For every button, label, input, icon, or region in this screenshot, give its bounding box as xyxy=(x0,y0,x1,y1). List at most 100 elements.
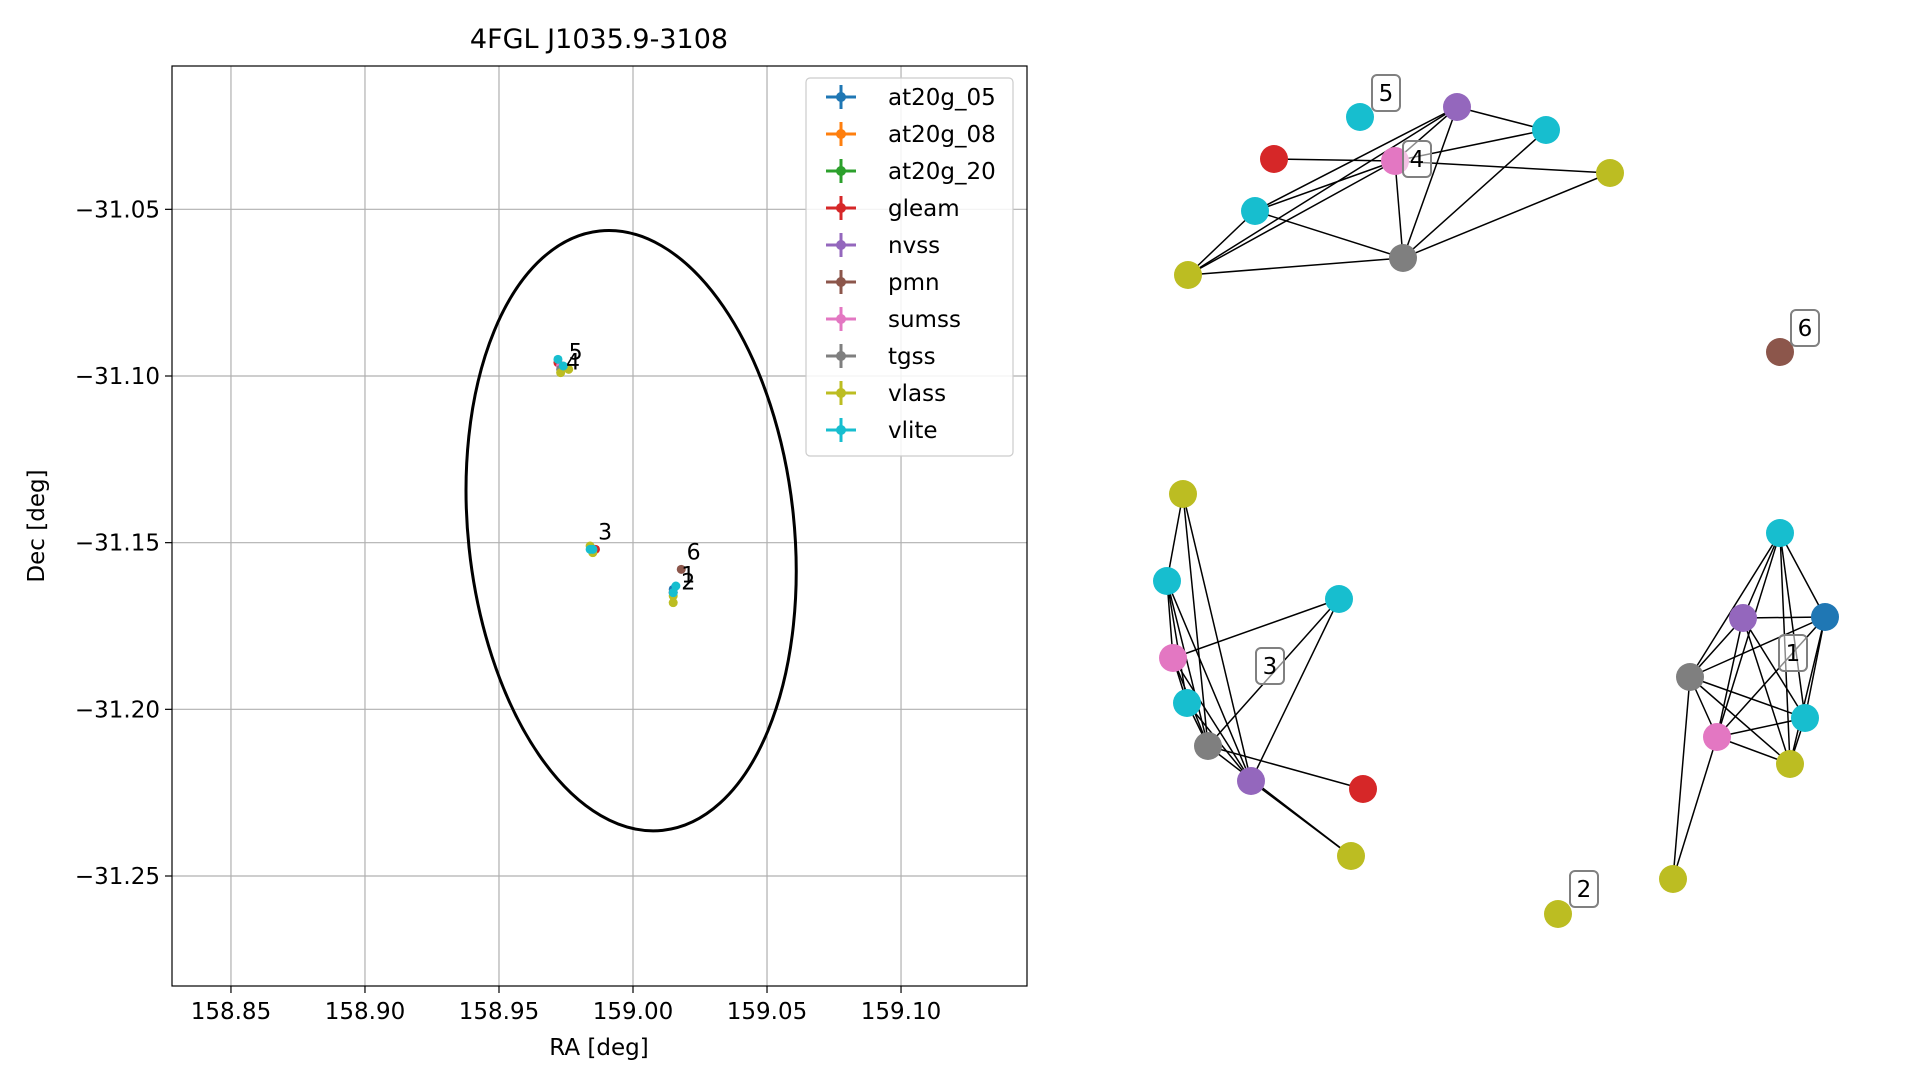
network-edge xyxy=(1779,532,1806,719)
network-group-labels: 5 4 6 3 1 2 xyxy=(1255,74,1820,908)
vlite-node xyxy=(1346,103,1374,131)
legend-label: at20g_05 xyxy=(888,85,996,111)
network-edge xyxy=(1742,617,1791,765)
legend-label: sumss xyxy=(888,307,961,333)
vlite-node xyxy=(1325,585,1353,613)
legend-label: nvss xyxy=(888,233,940,259)
scatter-panel: 54 3 612 158.85 158.90 158.95 159.00 159.05 159… xyxy=(24,24,1028,1061)
nvss-node xyxy=(1729,604,1757,632)
vlass-node xyxy=(1169,480,1197,508)
group-label-text: 5 xyxy=(1379,81,1394,107)
network-edge xyxy=(1172,598,1340,659)
group-label-text: 4 xyxy=(1410,147,1425,173)
x-axis-label: RA [deg] xyxy=(549,1035,648,1061)
vlass-node xyxy=(1337,842,1365,870)
gleam-node xyxy=(1349,775,1377,803)
y-tick-label: −31.20 xyxy=(75,697,160,723)
network-edge xyxy=(1187,210,1256,276)
network-edge xyxy=(1742,617,1806,719)
network-edge xyxy=(1742,532,1781,619)
legend-label: at20g_20 xyxy=(888,159,996,185)
legend-label: gleam xyxy=(888,196,960,222)
group-label-box xyxy=(1778,634,1808,672)
vlite-point xyxy=(668,588,678,598)
network-edge xyxy=(1402,172,1611,259)
x-tick-label: 158.95 xyxy=(459,999,539,1025)
legend-item-vlite: vlite xyxy=(826,418,938,444)
group-label-text: 3 xyxy=(1263,654,1278,680)
x-tick-label: 159.10 xyxy=(861,999,941,1025)
plot-frame xyxy=(171,65,1028,987)
network-edge xyxy=(1672,736,1718,880)
legend-marker-dot xyxy=(836,388,846,398)
legend-item-at20g_05: at20g_05 xyxy=(826,85,996,111)
y-axis-label: Dec [deg] xyxy=(24,469,50,582)
network-edge xyxy=(1689,676,1791,765)
legend-item-pmn: pmn xyxy=(826,270,940,296)
legend-item-vlass: vlass xyxy=(826,381,946,407)
chart-title: 4FGL J1035.9-3108 xyxy=(470,24,728,55)
legend-item-at20g_20: at20g_20 xyxy=(826,159,996,185)
group-label-text: 2 xyxy=(1577,877,1592,903)
vlite-node xyxy=(1766,519,1794,547)
network-edge xyxy=(1789,616,1826,765)
pmn-point xyxy=(676,564,686,574)
legend-item-tgss: tgss xyxy=(826,344,936,370)
network-edge xyxy=(1207,745,1364,790)
network-edge xyxy=(1166,580,1188,704)
legend-marker-dot xyxy=(836,92,846,102)
group-label-text: 6 xyxy=(1798,316,1813,342)
network-edge xyxy=(1187,106,1458,276)
x-ticks: 158.85 158.90 158.95 159.00 159.05 159.10 xyxy=(191,986,941,1025)
network-edge xyxy=(1672,676,1691,880)
network-edge xyxy=(1182,493,1252,782)
localization-ellipse xyxy=(464,229,798,833)
group-label-6: 6 xyxy=(1790,309,1820,347)
annotations: 54 3 612 xyxy=(566,340,701,595)
legend-marker-dot xyxy=(836,129,846,139)
nvss-node xyxy=(1443,93,1471,121)
network-edge xyxy=(1166,580,1209,747)
network-edge xyxy=(1254,106,1458,212)
vlass-node xyxy=(1659,865,1687,893)
legend-label: tgss xyxy=(888,344,936,370)
legend-item-at20g_08: at20g_08 xyxy=(826,122,996,148)
x-tick-label: 159.05 xyxy=(727,999,807,1025)
vlite-point xyxy=(553,354,563,364)
at20g_05-node xyxy=(1811,603,1839,631)
network-edge xyxy=(1689,532,1781,678)
vlass-node xyxy=(1776,750,1804,778)
point-annotation: 2 xyxy=(681,570,695,595)
network-edge xyxy=(1456,106,1547,131)
legend-marker-dot xyxy=(836,240,846,250)
group-label-1: 1 xyxy=(1778,634,1808,672)
tgss-node xyxy=(1676,663,1704,691)
network-edge xyxy=(1250,780,1352,857)
network-edge xyxy=(1250,598,1340,782)
group-label-box xyxy=(1371,74,1401,112)
point-annotation: 4 xyxy=(566,350,580,375)
network-edge xyxy=(1166,580,1252,782)
vlite-point xyxy=(588,544,598,554)
group-label-3: 3 xyxy=(1255,647,1285,685)
legend-label: vlass xyxy=(888,381,946,407)
points xyxy=(553,354,686,608)
pmn-node xyxy=(1766,338,1794,366)
vlite-node xyxy=(1241,197,1269,225)
network-nodes xyxy=(1153,93,1839,928)
group-label-box xyxy=(1402,140,1432,178)
vlass-node xyxy=(1174,261,1202,289)
network-edge xyxy=(1172,657,1252,782)
network-edge xyxy=(1187,257,1404,276)
network-edge xyxy=(1273,158,1396,162)
vlass-node xyxy=(1544,900,1572,928)
network-panel: 5 4 6 3 1 2 xyxy=(1153,74,1839,928)
network-edge xyxy=(1716,717,1806,738)
group-label-4: 4 xyxy=(1402,140,1432,178)
group-label-box xyxy=(1790,309,1820,347)
point-annotation: 5 xyxy=(569,340,583,365)
vlite-node xyxy=(1173,689,1201,717)
legend-marker-dot xyxy=(836,203,846,213)
